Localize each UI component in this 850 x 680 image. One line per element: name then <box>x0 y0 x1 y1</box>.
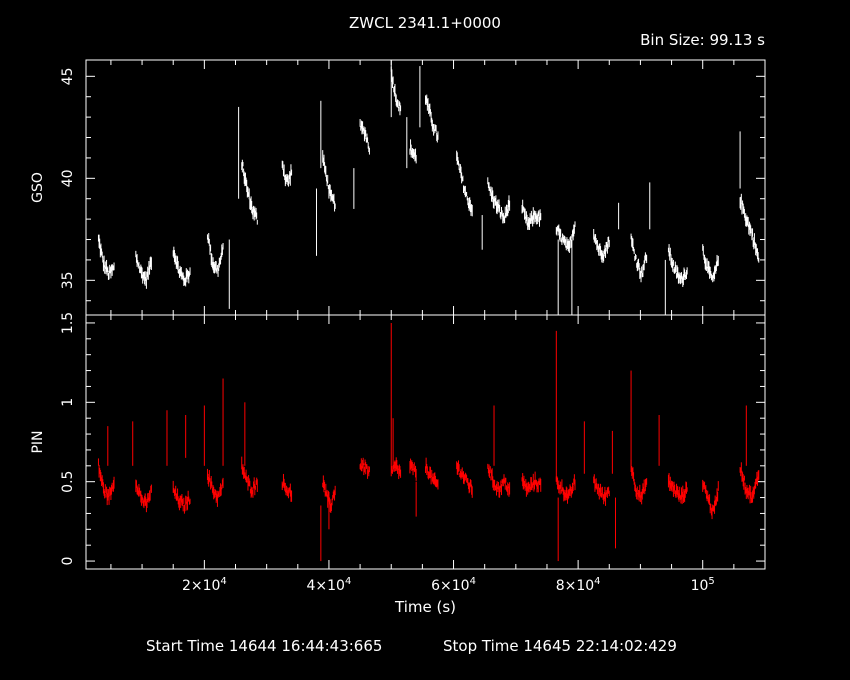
start-time-label: Start Time 14644 16:44:43:665 <box>146 637 383 655</box>
x-tick-label: 4×104 <box>307 576 352 594</box>
pin-ytick-label: 0 <box>60 557 76 566</box>
x-tick-label: 105 <box>691 576 715 594</box>
pin-axes-frame <box>85 314 766 570</box>
x-tick-label: 2×104 <box>182 576 227 594</box>
chart-title: ZWCL 2341.1+0000 <box>349 14 501 32</box>
gso-series <box>97 60 760 315</box>
gso-ytick-label: 45 <box>60 67 76 85</box>
bin-size-label: Bin Size: 99.13 s <box>640 31 765 49</box>
stop-time-label: Stop Time 14645 22:14:02:429 <box>443 637 677 655</box>
gso-ytick-label: 35 <box>60 271 76 289</box>
x-tick-label: 8×104 <box>556 576 601 594</box>
gso-ylabel: GSO <box>30 172 46 203</box>
x-axis-label: Time (s) <box>394 598 456 616</box>
pin-ytick-label: 1 <box>60 398 76 407</box>
x-tick-label: 6×104 <box>431 576 476 594</box>
pin-ytick-label: 0.5 <box>60 471 76 493</box>
gso-ytick-label: 40 <box>60 169 76 187</box>
pin-series <box>97 322 760 562</box>
pin-ylabel: PIN <box>30 430 46 453</box>
pin-ytick-label: 1.5 <box>60 312 76 334</box>
